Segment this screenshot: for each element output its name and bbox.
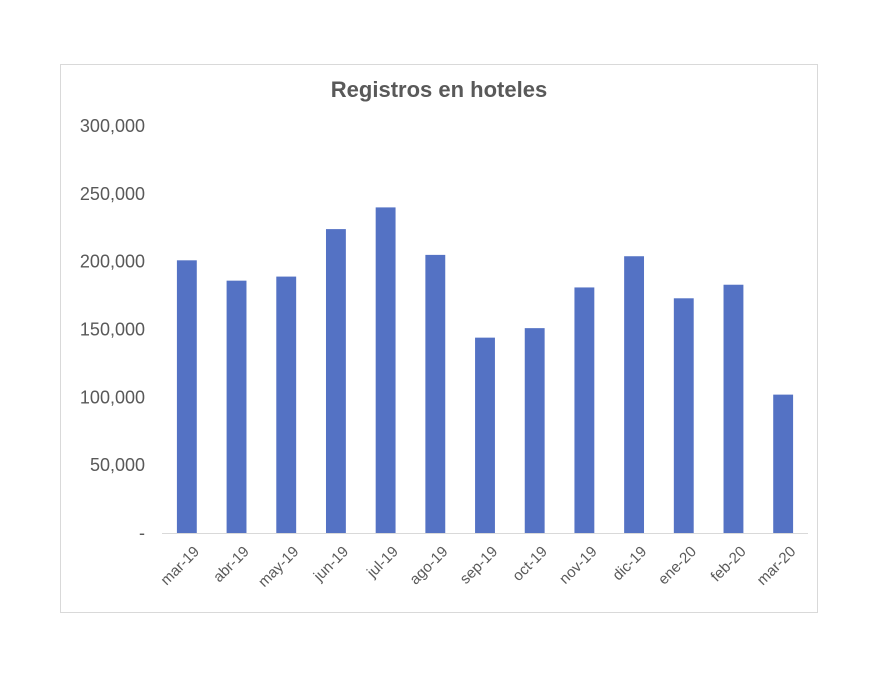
- x-tick-label: mar-20: [754, 543, 800, 589]
- bar-mar-19: [176, 260, 197, 533]
- bars: [176, 207, 794, 533]
- x-tick-label: jul-19: [363, 543, 402, 582]
- bar-abr-19: [226, 280, 247, 533]
- bar-feb-20: [723, 284, 744, 533]
- x-axis-labels: mar-19 abr-19 may-19 jun-19 jul-19 ago-19 sep-…: [157, 543, 799, 590]
- y-tick-label: 150,000: [80, 320, 145, 340]
- x-tick-label: may-19: [255, 543, 302, 590]
- y-tick-label: 200,000: [80, 252, 145, 272]
- bar-oct-19: [524, 328, 545, 533]
- x-tick-label: oct-19: [509, 543, 551, 585]
- x-tick-label: sep-19: [457, 543, 501, 587]
- y-axis-ticks: - 50,000 100,000 150,000 200,000 250,000 300,0…: [80, 116, 145, 543]
- x-tick-label: abr-19: [210, 543, 253, 586]
- x-tick-label: ago-19: [406, 543, 451, 588]
- y-tick-label: 100,000: [80, 387, 145, 407]
- bar-ene-20: [673, 298, 694, 533]
- y-tick-label: 250,000: [80, 184, 145, 204]
- bar-jul-19: [375, 207, 396, 533]
- x-tick-label: mar-19: [157, 543, 203, 589]
- bar-sep-19: [475, 337, 495, 533]
- chart-title: Registros en hoteles: [330, 77, 548, 102]
- y-tick-label: 300,000: [80, 116, 145, 136]
- bar-jun-19: [325, 229, 346, 533]
- bar-ago-19: [425, 254, 446, 533]
- bar-nov-19: [574, 287, 595, 533]
- bar-dic-19: [624, 256, 645, 533]
- y-tick-label: 50,000: [90, 455, 145, 475]
- x-tick-label: jun-19: [310, 543, 352, 585]
- x-tick-label: dic-19: [609, 543, 650, 584]
- x-tick-label: feb-20: [708, 543, 750, 585]
- x-tick-label: ene-20: [655, 543, 700, 588]
- bar-may-19: [276, 276, 297, 533]
- x-tick-label: nov-19: [556, 543, 600, 587]
- bar-mar-20: [773, 394, 794, 533]
- y-tick-label: -: [139, 523, 145, 543]
